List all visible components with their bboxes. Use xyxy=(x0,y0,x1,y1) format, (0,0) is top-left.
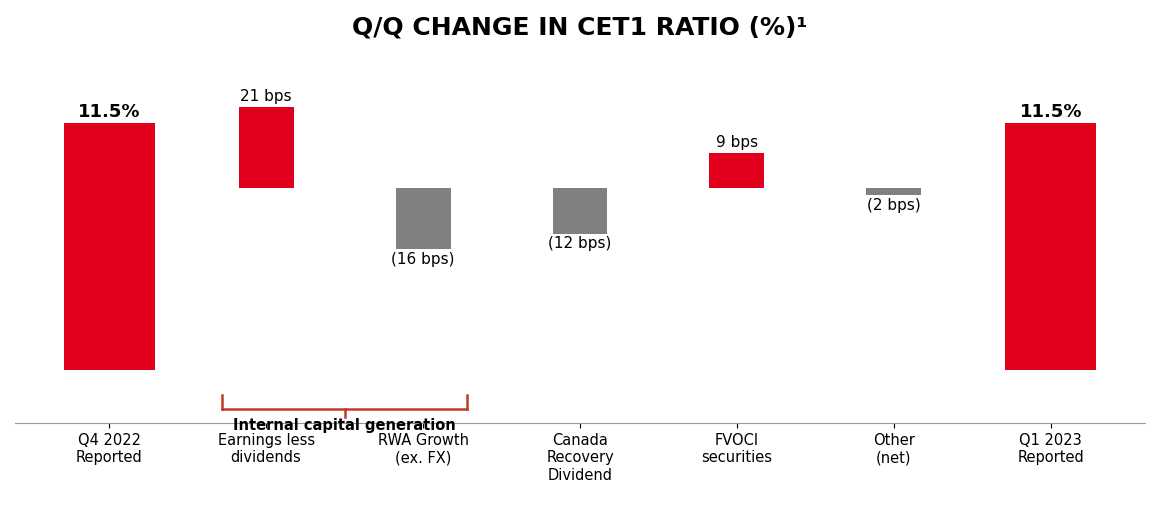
Bar xyxy=(552,188,608,234)
Text: 11.5%: 11.5% xyxy=(1020,103,1082,121)
Text: (12 bps): (12 bps) xyxy=(549,236,611,252)
Title: Q/Q CHANGE IN CET1 RATIO (%)¹: Q/Q CHANGE IN CET1 RATIO (%)¹ xyxy=(353,15,807,39)
Bar xyxy=(1006,123,1096,370)
Text: 11.5%: 11.5% xyxy=(78,103,140,121)
Text: 21 bps: 21 bps xyxy=(240,89,292,104)
Bar xyxy=(396,188,450,249)
Text: (16 bps): (16 bps) xyxy=(391,252,455,267)
Bar xyxy=(239,106,293,188)
Bar xyxy=(710,153,764,188)
Text: Internal capital generation: Internal capital generation xyxy=(233,418,456,433)
Bar xyxy=(867,188,921,195)
Bar xyxy=(64,123,154,370)
Text: 9 bps: 9 bps xyxy=(716,135,757,150)
Text: (2 bps): (2 bps) xyxy=(867,198,921,213)
